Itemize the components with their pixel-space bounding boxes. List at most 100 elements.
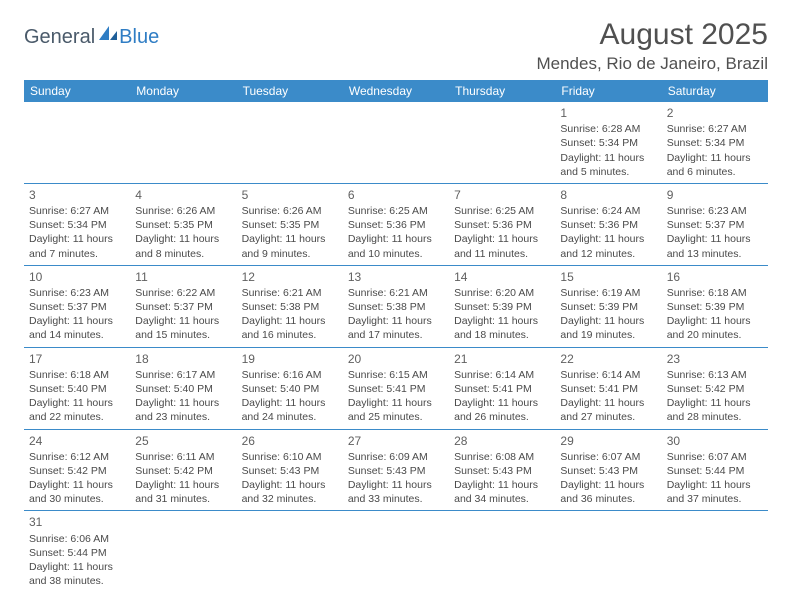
day-number: 17	[29, 351, 125, 367]
sunset-text: Sunset: 5:41 PM	[560, 382, 656, 396]
daylight-text: Daylight: 11 hours and 12 minutes.	[560, 232, 656, 260]
calendar-cell: 19Sunrise: 6:16 AMSunset: 5:40 PMDayligh…	[237, 347, 343, 429]
calendar-cell	[237, 511, 343, 592]
day-number: 30	[667, 433, 763, 449]
sunset-text: Sunset: 5:40 PM	[242, 382, 338, 396]
calendar-cell	[24, 102, 130, 183]
day-number: 21	[454, 351, 550, 367]
day-number: 4	[135, 187, 231, 203]
daylight-text: Daylight: 11 hours and 26 minutes.	[454, 396, 550, 424]
daylight-text: Daylight: 11 hours and 17 minutes.	[348, 314, 444, 342]
calendar-cell: 14Sunrise: 6:20 AMSunset: 5:39 PMDayligh…	[449, 265, 555, 347]
calendar-cell: 23Sunrise: 6:13 AMSunset: 5:42 PMDayligh…	[662, 347, 768, 429]
calendar-cell: 10Sunrise: 6:23 AMSunset: 5:37 PMDayligh…	[24, 265, 130, 347]
daylight-text: Daylight: 11 hours and 15 minutes.	[135, 314, 231, 342]
calendar-cell: 25Sunrise: 6:11 AMSunset: 5:42 PMDayligh…	[130, 429, 236, 511]
month-title: August 2025	[536, 18, 768, 52]
daylight-text: Daylight: 11 hours and 14 minutes.	[29, 314, 125, 342]
day-number: 19	[242, 351, 338, 367]
calendar-cell: 18Sunrise: 6:17 AMSunset: 5:40 PMDayligh…	[130, 347, 236, 429]
daylight-text: Daylight: 11 hours and 13 minutes.	[667, 232, 763, 260]
sunrise-text: Sunrise: 6:12 AM	[29, 450, 125, 464]
day-number: 23	[667, 351, 763, 367]
daylight-text: Daylight: 11 hours and 23 minutes.	[135, 396, 231, 424]
sunrise-text: Sunrise: 6:25 AM	[454, 204, 550, 218]
daylight-text: Daylight: 11 hours and 7 minutes.	[29, 232, 125, 260]
calendar-cell: 9Sunrise: 6:23 AMSunset: 5:37 PMDaylight…	[662, 183, 768, 265]
day-header: Thursday	[449, 80, 555, 102]
sunset-text: Sunset: 5:42 PM	[667, 382, 763, 396]
daylight-text: Daylight: 11 hours and 9 minutes.	[242, 232, 338, 260]
calendar-cell: 28Sunrise: 6:08 AMSunset: 5:43 PMDayligh…	[449, 429, 555, 511]
calendar-cell: 8Sunrise: 6:24 AMSunset: 5:36 PMDaylight…	[555, 183, 661, 265]
day-number: 8	[560, 187, 656, 203]
sunrise-text: Sunrise: 6:16 AM	[242, 368, 338, 382]
day-number: 11	[135, 269, 231, 285]
day-number: 28	[454, 433, 550, 449]
sunrise-text: Sunrise: 6:26 AM	[242, 204, 338, 218]
daylight-text: Daylight: 11 hours and 25 minutes.	[348, 396, 444, 424]
sunset-text: Sunset: 5:40 PM	[29, 382, 125, 396]
day-number: 20	[348, 351, 444, 367]
calendar-cell	[662, 511, 768, 592]
daylight-text: Daylight: 11 hours and 27 minutes.	[560, 396, 656, 424]
sunrise-text: Sunrise: 6:09 AM	[348, 450, 444, 464]
sunrise-text: Sunrise: 6:08 AM	[454, 450, 550, 464]
sunrise-text: Sunrise: 6:20 AM	[454, 286, 550, 300]
calendar-page: General Blue August 2025 Mendes, Rio de …	[0, 0, 792, 610]
daylight-text: Daylight: 11 hours and 20 minutes.	[667, 314, 763, 342]
calendar-cell: 11Sunrise: 6:22 AMSunset: 5:37 PMDayligh…	[130, 265, 236, 347]
sunrise-text: Sunrise: 6:13 AM	[667, 368, 763, 382]
sunrise-text: Sunrise: 6:07 AM	[560, 450, 656, 464]
sunrise-text: Sunrise: 6:06 AM	[29, 532, 125, 546]
day-number: 9	[667, 187, 763, 203]
sunrise-text: Sunrise: 6:11 AM	[135, 450, 231, 464]
sunset-text: Sunset: 5:44 PM	[29, 546, 125, 560]
sunset-text: Sunset: 5:35 PM	[242, 218, 338, 232]
day-number: 10	[29, 269, 125, 285]
daylight-text: Daylight: 11 hours and 32 minutes.	[242, 478, 338, 506]
sunset-text: Sunset: 5:36 PM	[454, 218, 550, 232]
calendar-cell	[237, 102, 343, 183]
sunrise-text: Sunrise: 6:23 AM	[667, 204, 763, 218]
day-number: 2	[667, 105, 763, 121]
sunrise-text: Sunrise: 6:10 AM	[242, 450, 338, 464]
sail-icon	[97, 24, 119, 47]
calendar-cell: 3Sunrise: 6:27 AMSunset: 5:34 PMDaylight…	[24, 183, 130, 265]
sunset-text: Sunset: 5:38 PM	[348, 300, 444, 314]
day-header: Saturday	[662, 80, 768, 102]
sunset-text: Sunset: 5:41 PM	[454, 382, 550, 396]
daylight-text: Daylight: 11 hours and 5 minutes.	[560, 151, 656, 179]
sunset-text: Sunset: 5:37 PM	[667, 218, 763, 232]
day-header: Sunday	[24, 80, 130, 102]
sunrise-text: Sunrise: 6:23 AM	[29, 286, 125, 300]
day-number: 16	[667, 269, 763, 285]
sunrise-text: Sunrise: 6:14 AM	[454, 368, 550, 382]
sunrise-text: Sunrise: 6:27 AM	[667, 122, 763, 136]
day-number: 3	[29, 187, 125, 203]
sunrise-text: Sunrise: 6:14 AM	[560, 368, 656, 382]
sunset-text: Sunset: 5:43 PM	[454, 464, 550, 478]
day-number: 18	[135, 351, 231, 367]
calendar-cell	[343, 102, 449, 183]
day-number: 7	[454, 187, 550, 203]
daylight-text: Daylight: 11 hours and 18 minutes.	[454, 314, 550, 342]
calendar-cell: 26Sunrise: 6:10 AMSunset: 5:43 PMDayligh…	[237, 429, 343, 511]
logo-text-general: General	[24, 26, 95, 49]
daylight-text: Daylight: 11 hours and 24 minutes.	[242, 396, 338, 424]
daylight-text: Daylight: 11 hours and 10 minutes.	[348, 232, 444, 260]
day-number: 6	[348, 187, 444, 203]
sunrise-text: Sunrise: 6:25 AM	[348, 204, 444, 218]
sunset-text: Sunset: 5:41 PM	[348, 382, 444, 396]
daylight-text: Daylight: 11 hours and 30 minutes.	[29, 478, 125, 506]
calendar-cell: 24Sunrise: 6:12 AMSunset: 5:42 PMDayligh…	[24, 429, 130, 511]
daylight-text: Daylight: 11 hours and 33 minutes.	[348, 478, 444, 506]
sunrise-text: Sunrise: 6:26 AM	[135, 204, 231, 218]
sunrise-text: Sunrise: 6:24 AM	[560, 204, 656, 218]
sunrise-text: Sunrise: 6:28 AM	[560, 122, 656, 136]
sunset-text: Sunset: 5:39 PM	[454, 300, 550, 314]
daylight-text: Daylight: 11 hours and 36 minutes.	[560, 478, 656, 506]
calendar-table: SundayMondayTuesdayWednesdayThursdayFrid…	[24, 80, 768, 592]
location-text: Mendes, Rio de Janeiro, Brazil	[536, 54, 768, 74]
daylight-text: Daylight: 11 hours and 22 minutes.	[29, 396, 125, 424]
